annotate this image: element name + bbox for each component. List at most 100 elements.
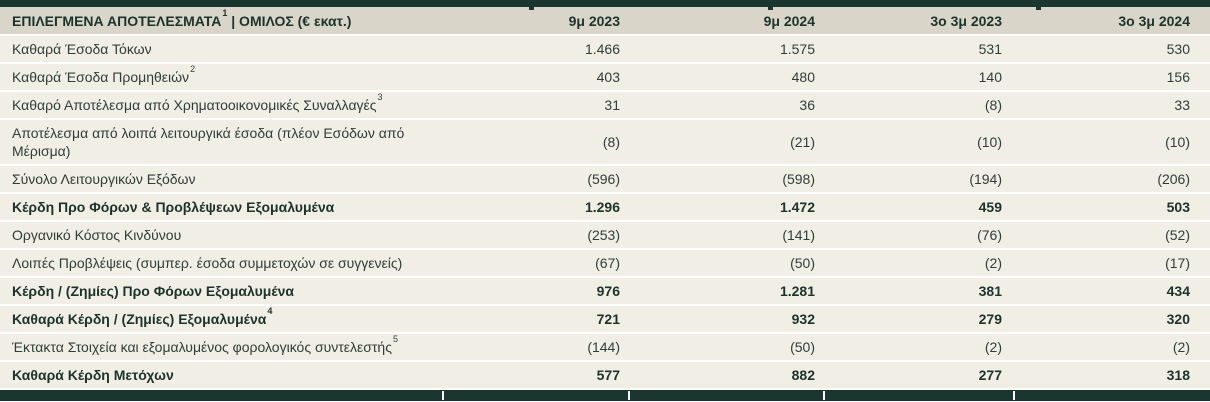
table-row: Έκτακτα Στοιχεία και εξομαλυμένος φορολο… [0, 332, 1210, 360]
cell-q3-2023: 531 [978, 41, 1002, 57]
cell-q3-2023: 140 [978, 69, 1002, 85]
row-label-text: Κέρδη Προ Φόρων & Προβλέψεων Εξομαλυμένα [12, 199, 335, 215]
table-title: ΕΠΙΛΕΓΜΕΝΑ ΑΠΟΤΕΛΕΣΜΑΤΑ1 | ΟΜΙΛΟΣ (€ εκα… [0, 7, 448, 33]
cell-9m-2024: 36 [799, 97, 815, 113]
row-label: Καθαρό Αποτέλεσμα από Χρηματοοικονομικές… [0, 92, 448, 118]
cell-q3-2024: (17) [1165, 255, 1190, 271]
table-row: Κέρδη / (Ζημίες) Προ Φόρων Εξομαλυμένα 9… [0, 276, 1210, 304]
row-label-text: Καθαρά Κέρδη / (Ζημίες) Εξομαλυμένα [12, 311, 267, 327]
cell-q3-2023: (2) [984, 255, 1002, 271]
table-row: Καθαρά Έσοδα Τόκων 1.466 1.575 531 530 [0, 34, 1210, 62]
cell-q3-2023: (8) [984, 97, 1002, 113]
row-label: Οργανικό Κόστος Κινδύνου [0, 222, 448, 248]
row-label-text: Καθαρά Έσοδα Προμηθειών [12, 69, 190, 85]
cell-9m-2023: (596) [587, 171, 620, 187]
cell-9m-2023: (253) [587, 227, 620, 243]
row-label: Καθαρά Κέρδη Μετόχων [0, 362, 448, 388]
table-row: Κέρδη Προ Φόρων & Προβλέψεων Εξομαλυμένα… [0, 192, 1210, 220]
table-header-row: ΕΠΙΛΕΓΜΕΝΑ ΑΠΟΤΕΛΕΣΜΑΤΑ1 | ΟΜΙΛΟΣ (€ εκα… [0, 7, 1210, 34]
row-label: Κέρδη / (Ζημίες) Προ Φόρων Εξομαλυμένα [0, 278, 448, 304]
cell-9m-2024: (50) [790, 339, 815, 355]
cell-q3-2024: (52) [1165, 227, 1190, 243]
cell-9m-2024: (50) [790, 255, 815, 271]
cell-q3-2023: (10) [977, 134, 1002, 150]
table-bottom-border [0, 390, 1210, 401]
cell-9m-2024: 1.575 [779, 41, 815, 57]
cell-q3-2024: 318 [1166, 367, 1190, 383]
cell-q3-2024: 156 [1166, 69, 1190, 85]
table-row: Καθαρό Αποτέλεσμα από Χρηματοοικονομικές… [0, 90, 1210, 118]
cell-q3-2023: 279 [978, 311, 1002, 327]
top-notch [529, 7, 534, 10]
table-row: Καθαρά Κέρδη / (Ζημίες) Εξομαλυμένα4 721… [0, 304, 1210, 332]
column-header-9m-2024: 9μ 2024 [763, 12, 815, 29]
row-label: Σύνολο Λειτουργικών Εξόδων [0, 166, 448, 192]
row-label-text: Καθαρό Αποτέλεσμα από Χρηματοοικονομικές… [12, 97, 377, 113]
footnote-marker: 4 [267, 306, 273, 317]
cell-9m-2024: 932 [791, 311, 815, 327]
top-notch [768, 7, 773, 10]
column-header-9m-2023: 9μ 2023 [568, 12, 620, 29]
cell-q3-2023: (76) [977, 227, 1002, 243]
column-tick [1013, 391, 1015, 400]
table-body: Καθαρά Έσοδα Τόκων 1.466 1.575 531 530 Κ… [0, 34, 1210, 388]
top-notch [1036, 7, 1041, 10]
cell-9m-2023: (144) [587, 339, 620, 355]
cell-9m-2023: (8) [602, 134, 620, 150]
cell-q3-2024: (2) [1172, 339, 1190, 355]
table-row: Καθαρά Κέρδη Μετόχων 577 882 277 318 [0, 360, 1210, 388]
cell-q3-2024: 530 [1166, 41, 1190, 57]
cell-q3-2024: (10) [1165, 134, 1190, 150]
row-label-text: Καθαρά Έσοδα Τόκων [12, 41, 152, 57]
table-row: Λοιπές Προβλέψεις (συμπερ. έσοδα συμμετο… [0, 248, 1210, 276]
cell-9m-2023: 721 [596, 311, 620, 327]
row-label-text: Σύνολο Λειτουργικών Εξόδων [12, 171, 196, 187]
cell-9m-2023: 976 [596, 283, 620, 299]
cell-q3-2023: (194) [969, 171, 1002, 187]
row-label: Καθαρά Έσοδα Προμηθειών2 [0, 64, 448, 90]
footnote-marker: 1 [222, 7, 228, 18]
column-tick [628, 391, 630, 400]
cell-9m-2024: (141) [782, 227, 815, 243]
cell-q3-2023: 277 [978, 367, 1002, 383]
cell-9m-2024: 1.281 [779, 283, 815, 299]
table-title-text: ΕΠΙΛΕΓΜΕΝΑ ΑΠΟΤΕΛΕΣΜΑΤΑ [12, 12, 222, 29]
row-label-text: Αποτέλεσμα από λοιπά λειτουργικά έσοδα (… [12, 125, 405, 159]
row-label: Λοιπές Προβλέψεις (συμπερ. έσοδα συμμετο… [0, 250, 448, 276]
footnote-marker: 3 [377, 92, 383, 103]
footnote-marker: 5 [392, 334, 398, 345]
cell-q3-2023: (2) [984, 339, 1002, 355]
cell-q3-2023: 381 [978, 283, 1002, 299]
table-top-border [0, 0, 1210, 10]
row-label-text: Οργανικό Κόστος Κινδύνου [12, 227, 182, 243]
cell-9m-2023: 1.296 [584, 199, 620, 215]
column-tick [823, 391, 825, 400]
cell-q3-2024: 320 [1166, 311, 1190, 327]
table-row: Σύνολο Λειτουργικών Εξόδων (596) (598) (… [0, 164, 1210, 192]
table-row: Καθαρά Έσοδα Προμηθειών2 403 480 140 156 [0, 62, 1210, 90]
cell-9m-2023: 1.466 [584, 41, 620, 57]
cell-9m-2024: 1.472 [779, 199, 815, 215]
cell-9m-2024: 480 [791, 69, 815, 85]
row-label: Κέρδη Προ Φόρων & Προβλέψεων Εξομαλυμένα [0, 194, 448, 220]
row-label-text: Έκτακτα Στοιχεία και εξομαλυμένος φορολο… [12, 339, 392, 355]
table-title-rest: | ΟΜΙΛΟΣ (€ εκατ.) [227, 12, 352, 29]
footnote-marker: 2 [190, 64, 196, 75]
row-label-text: Κέρδη / (Ζημίες) Προ Φόρων Εξομαλυμένα [12, 283, 295, 299]
cell-9m-2024: (598) [782, 171, 815, 187]
cell-q3-2024: 33 [1174, 97, 1190, 113]
column-tick [442, 391, 444, 400]
cell-9m-2023: 403 [596, 69, 620, 85]
cell-9m-2024: 882 [791, 367, 815, 383]
row-label: Καθαρά Έσοδα Τόκων [0, 36, 448, 62]
table-row: Αποτέλεσμα από λοιπά λειτουργικά έσοδα (… [0, 118, 1210, 164]
column-header-q3-2024: 3ο 3μ 2024 [1118, 12, 1190, 29]
cell-9m-2023: (67) [595, 255, 620, 271]
row-label: Καθαρά Κέρδη / (Ζημίες) Εξομαλυμένα4 [0, 306, 448, 332]
cell-q3-2024: 503 [1166, 199, 1190, 215]
row-label-text: Καθαρά Κέρδη Μετόχων [12, 367, 174, 383]
cell-9m-2023: 577 [596, 367, 620, 383]
column-header-q3-2023: 3ο 3μ 2023 [930, 12, 1002, 29]
row-label: Αποτέλεσμα από λοιπά λειτουργικά έσοδα (… [0, 120, 448, 164]
